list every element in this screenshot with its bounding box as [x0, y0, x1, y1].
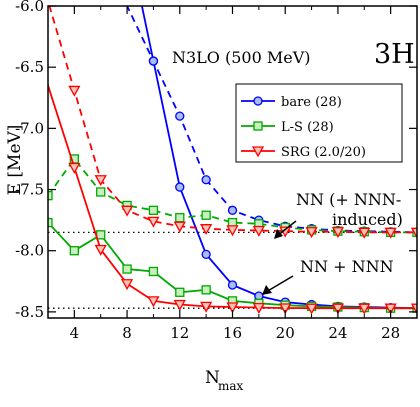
- data-point: [384, 227, 397, 239]
- data-point: [69, 246, 80, 256]
- data-point: [68, 85, 81, 97]
- data-point: [384, 303, 397, 315]
- data-point: [120, 279, 134, 291]
- legend-item: bare (28): [241, 95, 342, 110]
- data-point: [251, 146, 265, 158]
- data-point: [148, 56, 159, 66]
- data-point: [147, 216, 160, 228]
- data-point: [227, 280, 238, 290]
- y-tick-label: -6.0: [15, 0, 44, 15]
- data-point: [201, 210, 211, 220]
- y-tick-label: -7.0: [15, 119, 44, 137]
- arrow-nn-induced: [274, 220, 297, 239]
- annotation-nn-induced-2: induced): [332, 210, 403, 229]
- x-tick-label: 8: [122, 324, 132, 342]
- data-point: [96, 230, 106, 240]
- series-line: [126, 6, 417, 234]
- data-point: [252, 225, 265, 237]
- data-point: [279, 303, 292, 315]
- data-point: [410, 227, 417, 239]
- series-line: [48, 157, 417, 234]
- data-point: [122, 264, 132, 274]
- annotation-nn-induced-1: NN (+ NNN-: [296, 190, 401, 209]
- series-layer: [48, 6, 417, 315]
- legend-box: [235, 83, 403, 163]
- y-tick-label: -6.5: [15, 58, 44, 76]
- x-tick-label: 16: [223, 324, 242, 342]
- data-point: [253, 121, 263, 131]
- x-tick-label: 20: [276, 324, 295, 342]
- data-point: [201, 249, 211, 260]
- data-point: [147, 296, 160, 308]
- data-point: [252, 302, 265, 314]
- data-point: [94, 244, 107, 256]
- y-tick-label: -7.5: [15, 181, 44, 199]
- data-point: [175, 111, 185, 121]
- data-point: [68, 162, 81, 174]
- data-point: [253, 96, 263, 106]
- data-point: [173, 221, 186, 233]
- legend-item: SRG (2.0/20): [241, 145, 366, 160]
- data-point: [148, 205, 159, 215]
- data-point: [48, 217, 53, 228]
- data-point: [201, 175, 211, 185]
- data-point: [200, 301, 213, 313]
- data-point: [120, 205, 134, 217]
- series-ff0000-solid: [48, 82, 417, 315]
- arrow-nn-nnn: [262, 275, 294, 295]
- data-point: [175, 213, 185, 223]
- data-point: [331, 303, 345, 315]
- y-tick-label: -8.5: [15, 303, 44, 321]
- data-point: [201, 285, 211, 295]
- data-point: [173, 299, 186, 311]
- data-point: [175, 182, 185, 192]
- data-point: [410, 303, 417, 315]
- svg-text:max: max: [218, 379, 244, 393]
- axis-ticks: 4 8 12 16 20 24 28 -8.5 -8.0 -7.5 -7.0 -6.5 -6.0: [15, 0, 418, 342]
- chart-title: N3LO (500 MeV): [172, 48, 311, 67]
- reference-lines: [48, 231, 417, 309]
- legend-label: bare (28): [281, 95, 342, 110]
- y-tick-label: -8.0: [15, 242, 44, 260]
- data-point: [227, 205, 238, 215]
- data-point: [200, 224, 213, 236]
- data-point: [94, 175, 107, 187]
- data-point: [226, 225, 239, 237]
- x-tick-label: 24: [328, 324, 347, 342]
- data-point: [48, 190, 53, 201]
- data-point: [305, 303, 318, 315]
- data-point: [331, 227, 345, 239]
- legend-label: L-S (28): [281, 120, 334, 135]
- data-point: [175, 287, 185, 297]
- legend: bare (28) L-S (28) SRG (2.0/20): [235, 83, 403, 163]
- data-point: [96, 187, 106, 197]
- data-point: [226, 302, 239, 314]
- x-tick-label: 12: [170, 324, 189, 342]
- nucleus-label: 3H: [374, 39, 415, 70]
- y-axis-label: E [MeV]: [5, 125, 25, 196]
- legend-item: L-S (28): [241, 120, 334, 135]
- annotation-nn-nnn: NN + NNN: [300, 257, 394, 276]
- x-axis-label: N max: [205, 368, 244, 393]
- data-point: [358, 303, 371, 315]
- legend-label: SRG (2.0/20): [281, 145, 366, 160]
- data-point: [358, 227, 371, 239]
- series-ff0000-dashed: [48, 6, 417, 239]
- svg-text:N: N: [205, 368, 220, 388]
- x-tick-label: 28: [381, 324, 400, 342]
- x-tick-label: 4: [70, 324, 80, 342]
- data-point: [148, 266, 159, 277]
- data-point: [305, 227, 318, 239]
